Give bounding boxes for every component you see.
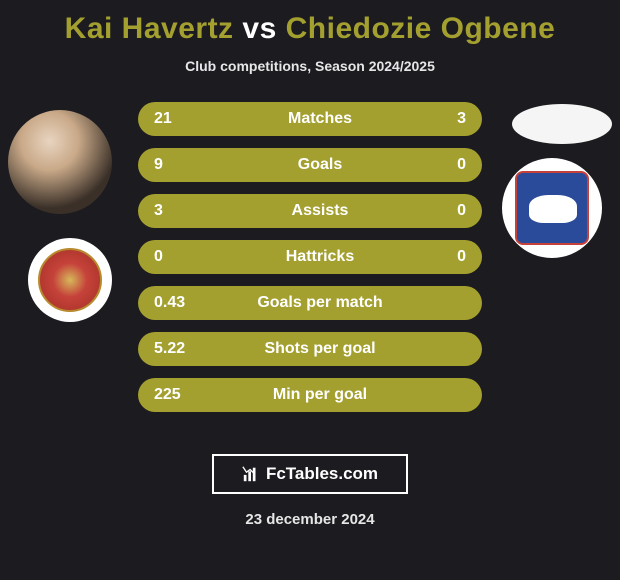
stat-value-right: 0 <box>442 156 466 174</box>
player1-club-badge <box>28 238 112 322</box>
stat-bar: 5.22Shots per goal <box>138 332 482 366</box>
stat-label: Matches <box>198 110 442 128</box>
bar-chart-icon <box>242 465 260 483</box>
stat-bar: 9Goals0 <box>138 148 482 182</box>
stat-label: Assists <box>198 202 442 220</box>
player2-avatar <box>512 104 612 144</box>
stat-value-right: 0 <box>442 202 466 220</box>
arsenal-crest-icon <box>38 248 102 312</box>
stat-bar: 0Hattricks0 <box>138 240 482 274</box>
date-label: 23 december 2024 <box>0 511 620 528</box>
stat-bars: 21Matches39Goals03Assists00Hattricks00.4… <box>138 102 482 424</box>
subtitle: Club competitions, Season 2024/2025 <box>0 58 620 74</box>
stat-value-left: 225 <box>154 386 198 404</box>
stat-bar: 21Matches3 <box>138 102 482 136</box>
title-player2: Chiedozie Ogbene <box>286 12 556 45</box>
stat-bar: 0.43Goals per match <box>138 286 482 320</box>
stat-label: Goals <box>198 156 442 174</box>
branding-box: FcTables.com <box>212 454 408 494</box>
stat-value-left: 0.43 <box>154 294 198 312</box>
stat-label: Min per goal <box>198 386 442 404</box>
stat-value-right: 3 <box>442 110 466 128</box>
stat-label: Goals per match <box>198 294 442 312</box>
stat-value-left: 3 <box>154 202 198 220</box>
stat-value-right: 0 <box>442 248 466 266</box>
title-player1: Kai Havertz <box>65 12 234 45</box>
branding-label: FcTables.com <box>266 464 378 484</box>
comparison-panel: 21Matches39Goals03Assists00Hattricks00.4… <box>0 102 620 422</box>
stat-value-left: 9 <box>154 156 198 174</box>
stat-value-left: 21 <box>154 110 198 128</box>
ipswich-crest-icon <box>515 171 589 245</box>
page-title: Kai Havertz vs Chiedozie Ogbene <box>0 0 620 46</box>
player2-club-badge <box>502 158 602 258</box>
player1-avatar <box>8 110 112 214</box>
stat-bar: 3Assists0 <box>138 194 482 228</box>
stat-value-left: 5.22 <box>154 340 198 358</box>
stat-label: Hattricks <box>198 248 442 266</box>
title-vs: vs <box>242 12 276 45</box>
stat-value-left: 0 <box>154 248 198 266</box>
stat-bar: 225Min per goal <box>138 378 482 412</box>
stat-label: Shots per goal <box>198 340 442 358</box>
